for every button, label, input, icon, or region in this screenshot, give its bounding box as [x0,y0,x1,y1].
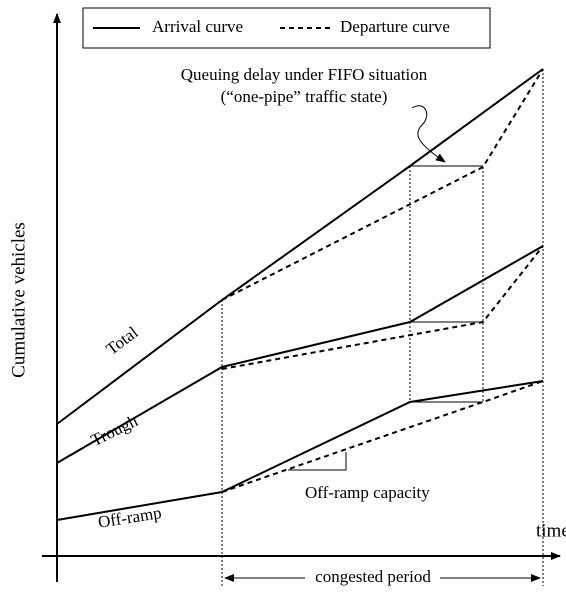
trough-departure [221,245,544,370]
total-departure [221,68,544,301]
x-axis-label: time [536,520,566,541]
off-ramp-departure [221,380,544,493]
y-axis-label: Cumulative vehicles [8,222,29,378]
legend-arrival: Arrival curve [152,17,243,36]
period-label: congested period [315,567,431,586]
total-arrival [56,68,544,425]
capacity-label: Off-ramp capacity [305,483,430,502]
curve-label: Total [102,323,141,359]
off-ramp-arrival [56,380,544,521]
trough-arrival [56,245,544,464]
curve-label: Trough [88,411,141,450]
capacity-marker [288,452,347,471]
pointer-arrow [411,105,446,163]
legend-box [82,7,491,49]
curve-label: Off-ramp [97,503,163,532]
queuing-label: Queuing delay under FIFO situation [181,65,428,84]
queuing-label: (“one-pipe” traffic state) [221,87,388,106]
legend-departure: Departure curve [340,17,450,36]
